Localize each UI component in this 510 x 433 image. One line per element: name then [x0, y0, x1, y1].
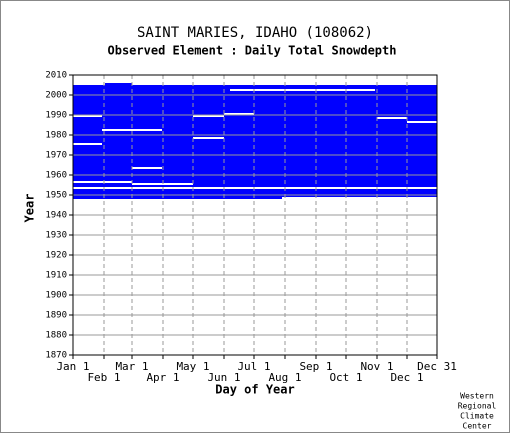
y-tick-label: 1900	[45, 291, 67, 301]
x-tick-label: Jun 1	[207, 371, 240, 384]
x-tick-label: Apr 1	[146, 371, 179, 384]
x-tick-label: May 1	[176, 360, 209, 373]
credit: Climate	[460, 412, 494, 421]
chart-title: SAINT MARIES, IDAHO (108062)	[137, 25, 373, 41]
missing-block	[73, 181, 132, 183]
x-tick-label: Nov 1	[360, 360, 393, 373]
x-tick-label: Aug 1	[268, 371, 301, 384]
missing-block	[377, 117, 407, 119]
x-tick-label: Sep 1	[299, 360, 332, 373]
missing-block	[224, 113, 254, 115]
y-tick-label: 1930	[45, 231, 67, 241]
y-tick-label: 1870	[45, 351, 67, 361]
credit: Regional	[458, 402, 497, 411]
coverage-block	[105, 83, 132, 85]
missing-block	[193, 115, 224, 117]
x-axis-label: Day of Year	[215, 383, 294, 397]
x-tick-label: Jul 1	[237, 360, 270, 373]
x-tick-label: Jan 1	[56, 360, 89, 373]
x-tick-label: Dec 1	[390, 371, 423, 384]
missing-block	[73, 143, 102, 145]
y-tick-label: 1940	[45, 211, 67, 221]
x-tick-label: Dec 31	[417, 360, 457, 373]
missing-block	[73, 187, 437, 189]
missing-block	[193, 137, 224, 139]
plot-border	[72, 74, 438, 356]
y-tick-label: 1890	[45, 311, 67, 321]
y-tick-label: 2000	[45, 91, 67, 101]
y-tick-label: 1880	[45, 331, 67, 341]
y-tick-label: 1950	[45, 191, 67, 201]
y-tick-label: 1920	[45, 251, 67, 261]
x-tick-label: Mar 1	[115, 360, 148, 373]
missing-block	[230, 89, 375, 91]
credit: Western	[460, 392, 494, 401]
y-axis-label: Year	[23, 194, 37, 223]
x-tick-label: Oct 1	[329, 371, 362, 384]
chart-subtitle: Observed Element : Daily Total Snowdepth	[108, 44, 397, 58]
y-tick-label: 2010	[45, 71, 67, 81]
missing-block	[132, 167, 162, 169]
y-tick-label: 1970	[45, 151, 67, 161]
missing-block	[102, 129, 162, 131]
x-tick-label: Feb 1	[87, 371, 120, 384]
y-tick-label: 1980	[45, 131, 67, 141]
missing-block	[73, 115, 102, 117]
coverage-block	[73, 197, 282, 199]
y-tick-label: 1960	[45, 171, 67, 181]
coverage-block	[73, 85, 437, 197]
y-tick-label: 1990	[45, 111, 67, 121]
credit: Center	[463, 422, 492, 431]
missing-block	[407, 121, 437, 123]
y-tick-label: 1910	[45, 271, 67, 281]
